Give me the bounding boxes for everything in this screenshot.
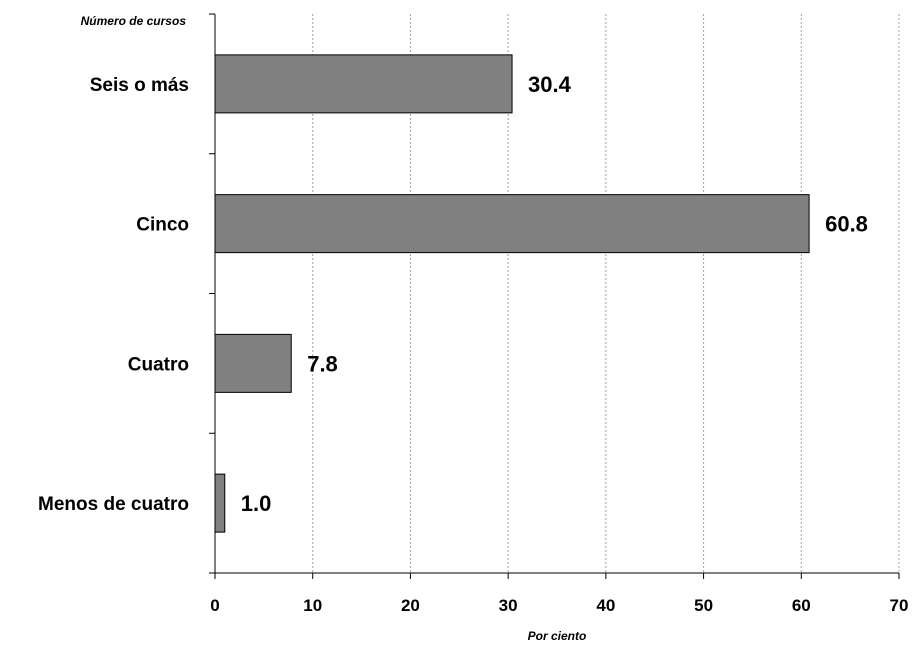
data-label-2: 7.8: [307, 351, 338, 376]
x-tick-label-20: 20: [401, 596, 420, 615]
labels: 30.4 Seis o más 60.8 Cinco 7.8 Cuatro 1.0 Menos…: [38, 72, 908, 615]
x-tick-label-30: 30: [499, 596, 518, 615]
bar-0: [214, 54, 513, 114]
x-tick-label-10: 10: [303, 596, 322, 615]
x-tick-label-40: 40: [596, 596, 615, 615]
category-label-3: Menos de cuatro: [38, 494, 189, 515]
x-axis-title: Por ciento: [528, 629, 587, 643]
category-label-2: Cuatro: [128, 354, 189, 375]
bar-2: [214, 333, 292, 393]
x-tick-label-70: 70: [890, 596, 909, 615]
bar-1: [214, 194, 810, 254]
category-label-0: Seis o más: [90, 75, 189, 96]
x-tick-label-50: 50: [694, 596, 713, 615]
bars: [214, 54, 810, 533]
axis-ticks: [209, 13, 900, 579]
data-label-3: 1.0: [241, 491, 272, 516]
data-label-0: 30.4: [528, 72, 572, 97]
bar-3: [214, 473, 226, 533]
x-tick-label-0: 0: [210, 596, 219, 615]
data-label-1: 60.8: [825, 212, 868, 237]
category-label-1: Cinco: [136, 215, 189, 236]
x-tick-label-60: 60: [792, 596, 811, 615]
y-axis-title: Número de cursos: [81, 14, 187, 28]
